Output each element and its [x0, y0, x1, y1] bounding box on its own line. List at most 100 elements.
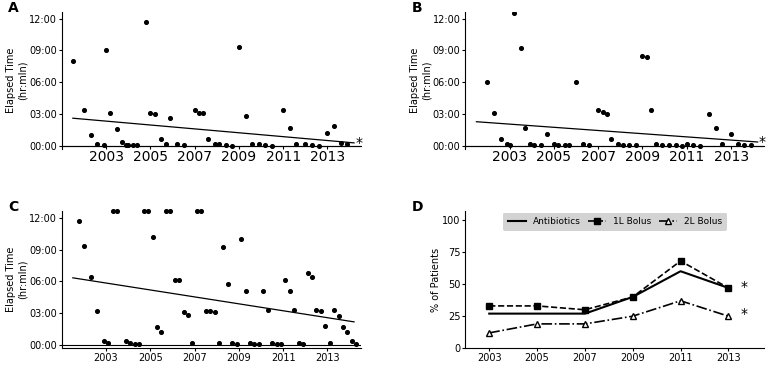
Point	[321, 130, 334, 136]
Point	[252, 140, 265, 147]
Point	[160, 180, 172, 186]
Point	[111, 180, 124, 186]
Point	[519, 125, 531, 131]
Point	[91, 140, 103, 147]
Point	[341, 140, 354, 147]
Point	[641, 54, 653, 60]
Point	[107, 208, 119, 214]
Point	[645, 107, 658, 113]
Point	[279, 277, 292, 284]
Point	[649, 140, 662, 147]
Text: B: B	[411, 1, 422, 15]
Point	[164, 115, 177, 121]
Point	[191, 208, 203, 214]
Point	[84, 132, 96, 138]
Point	[514, 45, 527, 51]
Point	[219, 142, 232, 148]
Text: *: *	[740, 307, 747, 320]
Point	[616, 142, 628, 148]
Point	[275, 341, 287, 347]
Point	[181, 312, 194, 318]
Point	[140, 19, 152, 25]
Point	[164, 182, 177, 188]
Point	[337, 324, 349, 330]
Point	[583, 142, 595, 148]
Legend: Antibiotics, 1L Bolus, 2L Bolus: Antibiotics, 1L Bolus, 2L Bolus	[503, 212, 726, 231]
Point	[201, 136, 214, 142]
Point	[91, 308, 103, 314]
Point	[623, 142, 635, 148]
Point	[102, 340, 114, 346]
Point	[328, 307, 340, 313]
Y-axis label: % of Patients: % of Patients	[431, 248, 441, 312]
Point	[213, 140, 225, 147]
Point	[66, 58, 79, 64]
Point	[173, 277, 185, 284]
Point	[341, 329, 354, 336]
Point	[131, 142, 144, 148]
Point	[208, 140, 221, 147]
Point	[315, 308, 327, 314]
Point	[290, 140, 303, 147]
Point	[186, 340, 198, 346]
Point	[137, 180, 150, 186]
Point	[148, 111, 161, 117]
Point	[239, 113, 252, 119]
Point	[541, 131, 554, 137]
Point	[350, 341, 362, 347]
Point	[663, 142, 676, 148]
Point	[656, 142, 669, 148]
Point	[636, 53, 648, 59]
Point	[120, 338, 132, 344]
Point	[115, 139, 127, 145]
Point	[160, 140, 172, 147]
Point	[709, 125, 722, 131]
Text: A: A	[8, 1, 19, 15]
Point	[107, 180, 119, 186]
Point	[266, 340, 278, 346]
Point	[213, 340, 225, 346]
Point	[155, 329, 168, 336]
Y-axis label: Elapsed Time
(hr:mln): Elapsed Time (hr:mln)	[6, 48, 28, 113]
Point	[534, 142, 547, 148]
Point	[160, 208, 172, 214]
Point	[195, 182, 208, 188]
Point	[164, 208, 177, 214]
Point	[564, 142, 576, 148]
Point	[597, 109, 609, 115]
Point	[204, 308, 216, 314]
Text: *: *	[759, 135, 766, 149]
Point	[694, 142, 706, 149]
Point	[288, 307, 300, 313]
Point	[239, 288, 252, 294]
Point	[612, 140, 625, 147]
Point	[306, 142, 318, 148]
Point	[133, 341, 145, 347]
Point	[155, 136, 168, 142]
Point	[323, 340, 336, 346]
Point	[84, 274, 96, 280]
Point	[191, 180, 203, 186]
Point	[577, 140, 589, 147]
Point	[548, 140, 560, 147]
Point	[122, 142, 134, 148]
Point	[246, 140, 259, 147]
Point	[313, 142, 325, 149]
Point	[249, 341, 261, 347]
Point	[252, 341, 265, 347]
Point	[231, 341, 243, 347]
Point	[226, 340, 239, 346]
Point	[319, 323, 331, 329]
Point	[703, 111, 715, 117]
Text: C: C	[8, 200, 19, 214]
Point	[503, 142, 516, 148]
Point	[495, 136, 507, 142]
Point	[488, 110, 500, 116]
Point	[300, 140, 312, 147]
Point	[178, 309, 190, 315]
Point	[193, 110, 205, 116]
Point	[73, 218, 86, 224]
Point	[259, 142, 272, 148]
Point	[97, 142, 110, 148]
Point	[222, 281, 234, 287]
